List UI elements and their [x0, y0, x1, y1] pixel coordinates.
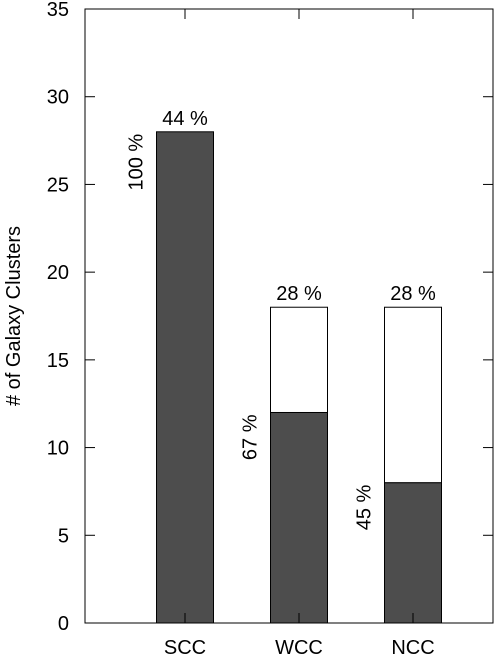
y-tick-label: 30	[47, 87, 69, 109]
bar-wcc-segment-1	[270, 306, 328, 413]
y-tick-label: 20	[47, 262, 69, 284]
labels-group: SCC 44 % 100 % WCC 28 % 67 % NCC 28 % 45 %	[126, 108, 437, 655]
bar-ncc-segment-0	[384, 482, 442, 624]
y-tick-label: 25	[47, 174, 69, 196]
y-tick-label: 15	[47, 350, 69, 372]
side-percent-label: 45 %	[354, 484, 376, 530]
y-tick-label: 0	[58, 613, 69, 635]
bar-wcc-segment-0	[270, 411, 328, 624]
x-category-label: SCC	[164, 637, 206, 655]
top-percent-label: 28 %	[276, 283, 322, 305]
side-percent-label: 100 %	[126, 134, 148, 191]
side-percent-label: 67 %	[240, 414, 262, 460]
top-percent-label: 44 %	[162, 108, 208, 130]
plot-frame	[84, 8, 494, 624]
top-percent-label: 28 %	[390, 283, 436, 305]
y-tick-label: 35	[47, 0, 69, 21]
y-axis-label: # of Galaxy Clusters	[3, 226, 25, 406]
y-tick-label: 10	[47, 438, 69, 460]
y-tick-label: 5	[58, 525, 69, 547]
x-category-label: NCC	[391, 637, 434, 655]
bar-ncc-segment-1	[384, 306, 442, 484]
y-ticks-group: 0 5 10 15 20 25 30 35	[47, 0, 493, 635]
x-category-label: WCC	[275, 637, 323, 655]
bars-group	[156, 131, 442, 624]
bar-scc-segment-0	[156, 131, 214, 624]
